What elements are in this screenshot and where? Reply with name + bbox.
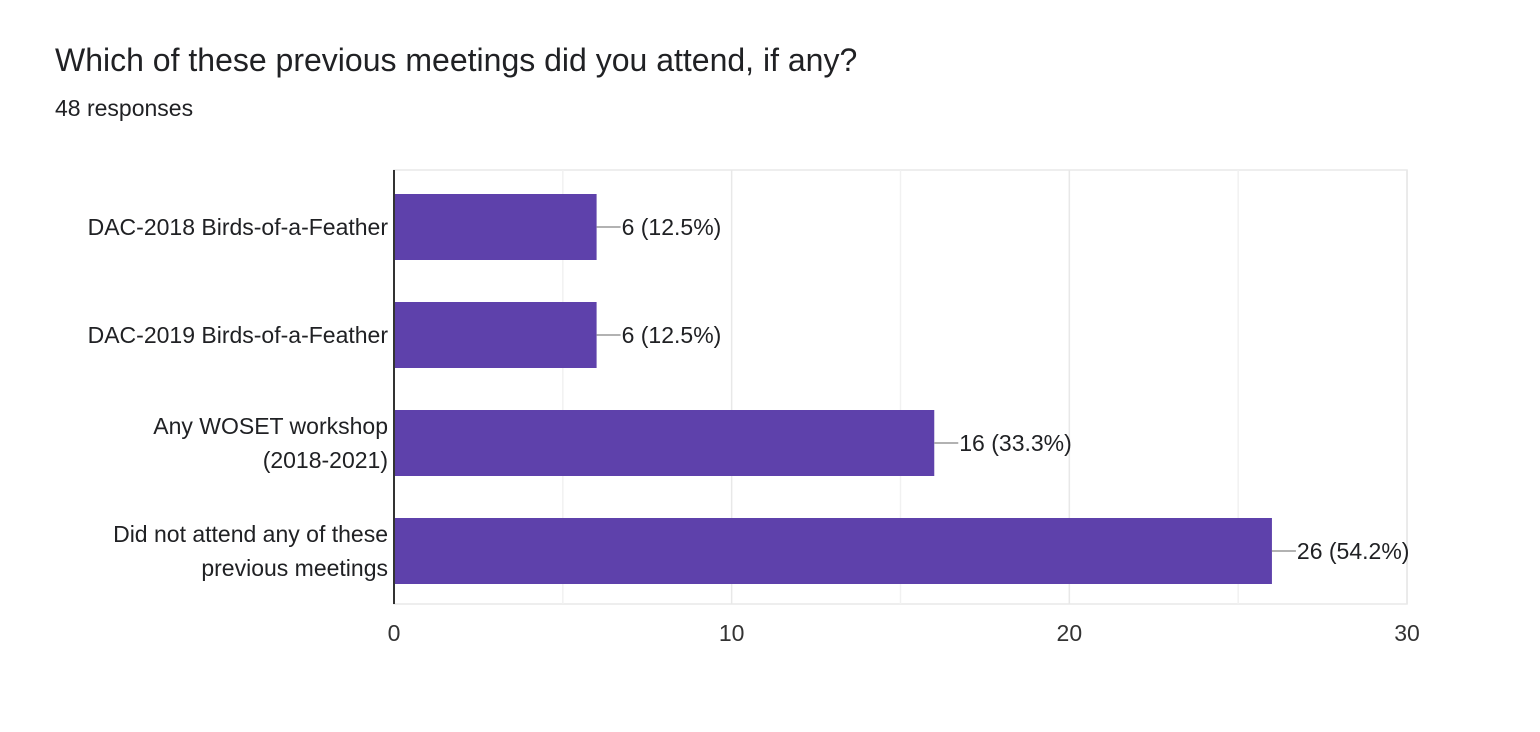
bar xyxy=(394,194,597,260)
category-label: Any WOSET workshop xyxy=(153,413,388,439)
response-count: 48 responses xyxy=(55,95,194,121)
data-label: 6 (12.5%) xyxy=(622,214,722,240)
x-tick-label: 10 xyxy=(719,620,745,646)
category-label: DAC-2018 Birds-of-a-Feather xyxy=(88,214,389,240)
data-label: 26 (54.2%) xyxy=(1297,538,1410,564)
category-label: Did not attend any of these xyxy=(113,521,388,547)
data-label: 16 (33.3%) xyxy=(959,430,1072,456)
question-title: Which of these previous meetings did you… xyxy=(55,42,858,78)
bar xyxy=(394,410,935,476)
x-tick-label: 20 xyxy=(1057,620,1083,646)
x-tick-label: 0 xyxy=(388,620,401,646)
bar xyxy=(394,518,1272,584)
x-tick-label: 30 xyxy=(1394,620,1420,646)
bar xyxy=(394,302,597,368)
data-label: 6 (12.5%) xyxy=(622,322,722,348)
category-label: (2018-2021) xyxy=(263,447,388,473)
category-label: previous meetings xyxy=(201,555,388,581)
category-label: DAC-2019 Birds-of-a-Feather xyxy=(88,322,389,348)
